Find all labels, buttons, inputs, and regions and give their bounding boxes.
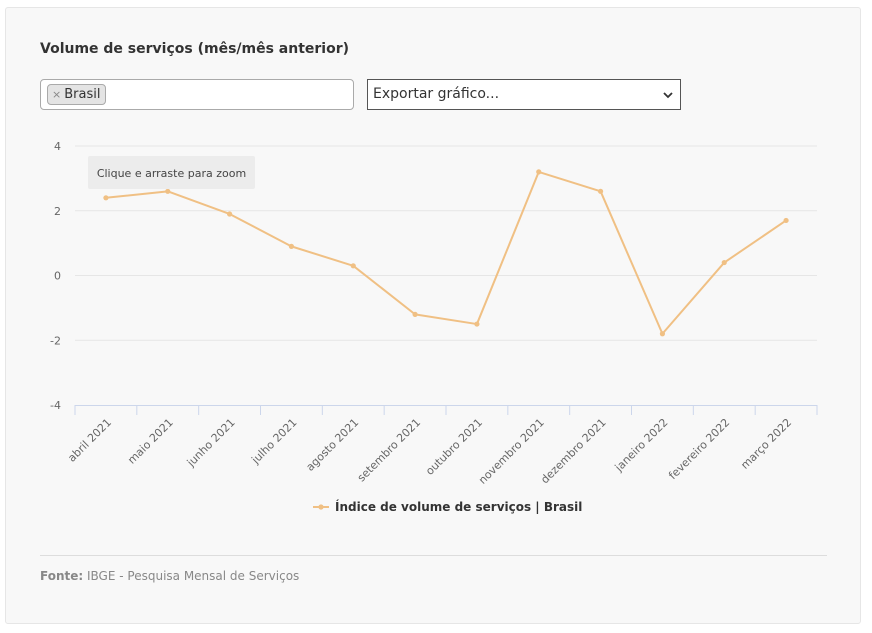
x-tick-label: novembro 2021 <box>476 416 547 487</box>
source-label: Fonte: <box>40 569 84 583</box>
x-tick-label: abril 2021 <box>65 416 114 465</box>
x-tick-label: janeiro 2022 <box>612 416 671 475</box>
y-tick-label: -4 <box>50 399 61 412</box>
series-line[interactable] <box>104 170 788 335</box>
data-point[interactable] <box>536 169 542 175</box>
zoom-tooltip: Clique e arraste para zoom <box>88 156 255 189</box>
data-point[interactable] <box>350 263 356 269</box>
x-tick-label: dezembro 2021 <box>538 416 608 486</box>
legend-marker-icon <box>318 504 324 510</box>
source-note: Fonte: IBGE - Pesquisa Mensal de Serviço… <box>40 569 299 583</box>
x-tick-label: agosto 2021 <box>304 416 362 474</box>
data-point[interactable] <box>597 188 604 194</box>
x-tick-label: junho 2021 <box>184 416 238 470</box>
data-point[interactable] <box>103 195 109 201</box>
x-tick-label: julho 2021 <box>248 416 299 467</box>
export-chart-select[interactable]: Exportar gráfico... <box>367 79 681 110</box>
export-select-value: Exportar gráfico... <box>373 86 500 102</box>
y-tick-label: 2 <box>54 205 61 218</box>
chart-legend[interactable]: Índice de volume de serviços | Brasil <box>313 499 582 514</box>
data-point[interactable] <box>226 211 233 217</box>
y-tick-label: -2 <box>50 334 61 347</box>
y-axis: 4 2 0 -2 -4 <box>50 140 61 412</box>
data-point[interactable] <box>474 321 480 327</box>
zoom-tooltip-box <box>88 156 255 189</box>
series-brasil[interactable] <box>103 169 789 337</box>
chart-title: Volume de serviços (mês/mês anterior) <box>40 41 350 57</box>
x-tick-label: maio 2021 <box>125 416 176 467</box>
data-point[interactable] <box>412 311 418 317</box>
selected-region-label: Brasil <box>64 87 101 102</box>
data-point[interactable] <box>165 188 171 194</box>
legend-label[interactable]: Índice de volume de serviços | Brasil <box>335 499 582 514</box>
x-tick-label: outubro 2021 <box>423 416 485 478</box>
footer-divider <box>40 555 827 556</box>
data-point[interactable] <box>721 259 727 266</box>
data-point[interactable] <box>288 243 295 249</box>
y-tick-label: 4 <box>54 140 61 153</box>
region-filter-input[interactable]: × Brasil <box>40 79 354 110</box>
x-tick-label: fevereiro 2022 <box>666 416 732 482</box>
selected-region-tag[interactable]: × Brasil <box>47 84 107 105</box>
data-point[interactable] <box>783 217 789 224</box>
x-tick-label: março 2022 <box>738 416 794 472</box>
remove-tag-icon[interactable]: × <box>52 88 62 101</box>
x-tick-label: setembro 2021 <box>355 416 423 484</box>
gridlines <box>75 145 817 341</box>
zoom-tooltip-text: Clique e arraste para zoom <box>97 167 246 180</box>
source-text: IBGE - Pesquisa Mensal de Serviços <box>87 569 300 583</box>
data-point[interactable] <box>659 331 666 337</box>
y-tick-label: 0 <box>54 270 61 283</box>
chevron-down-icon <box>663 92 673 99</box>
x-axis: abril 2021 maio 2021 junho 2021 julho 2021 a… <box>65 405 818 487</box>
